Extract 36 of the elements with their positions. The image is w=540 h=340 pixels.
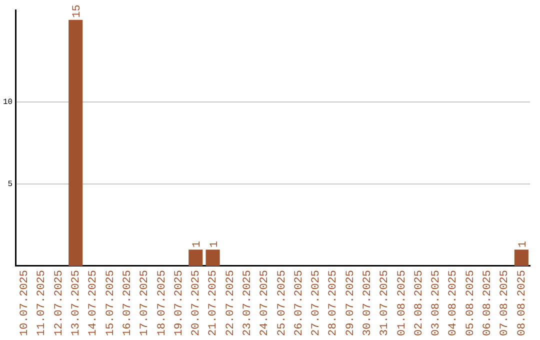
x-tick-label: 19.07.2025 (173, 270, 186, 336)
x-tick-label: 16.07.2025 (122, 270, 134, 336)
x-tick-label: 21.07.2025 (208, 270, 220, 336)
y-tick-label: 5 (8, 180, 13, 190)
x-tick-label: 20.07.2025 (190, 270, 203, 336)
x-tick-label: 22.07.2025 (224, 270, 237, 336)
x-tick-label: 06.08.2025 (482, 270, 494, 336)
data-label: 15 (72, 4, 84, 18)
x-tick-label: 01.08.2025 (396, 270, 408, 336)
x-tick-label: 23.07.2025 (242, 270, 254, 336)
x-tick-label: 24.07.2025 (259, 270, 272, 336)
x-tick-label: 02.08.2025 (413, 270, 426, 336)
x-tick-label: 07.08.2025 (499, 270, 512, 336)
x-tick-label: 29.07.2025 (344, 270, 357, 336)
x-tick-label: 14.07.2025 (88, 270, 100, 336)
x-tick-label: 04.08.2025 (448, 270, 460, 336)
data-label: 1 (208, 240, 221, 248)
x-tick-label: 30.07.2025 (362, 270, 374, 336)
x-tick-label: 05.08.2025 (464, 270, 477, 336)
x-tick-label: 13.07.2025 (70, 270, 83, 336)
x-tick-label: 11.07.2025 (36, 270, 48, 336)
x-tick-label: 12.07.2025 (53, 270, 66, 336)
y-tick-label: 10 (2, 98, 13, 108)
x-tick-label: 10.07.2025 (19, 270, 32, 336)
x-tick-label: 08.08.2025 (516, 270, 528, 336)
data-label: 1 (517, 240, 530, 248)
x-tick-label: 27.07.2025 (310, 270, 323, 336)
x-tick-label: 25.07.2025 (276, 270, 288, 336)
data-label: 1 (192, 240, 204, 248)
x-tick-label: 28.07.2025 (328, 270, 340, 336)
x-tick-label: 03.08.2025 (430, 270, 443, 336)
x-tick-label: 15.07.2025 (104, 270, 117, 336)
x-tick-label: 31.07.2025 (379, 270, 392, 336)
x-tick-label: 18.07.2025 (156, 270, 168, 336)
x-tick-label: 17.07.2025 (139, 270, 152, 336)
x-tick-label: 26.07.2025 (293, 270, 306, 336)
